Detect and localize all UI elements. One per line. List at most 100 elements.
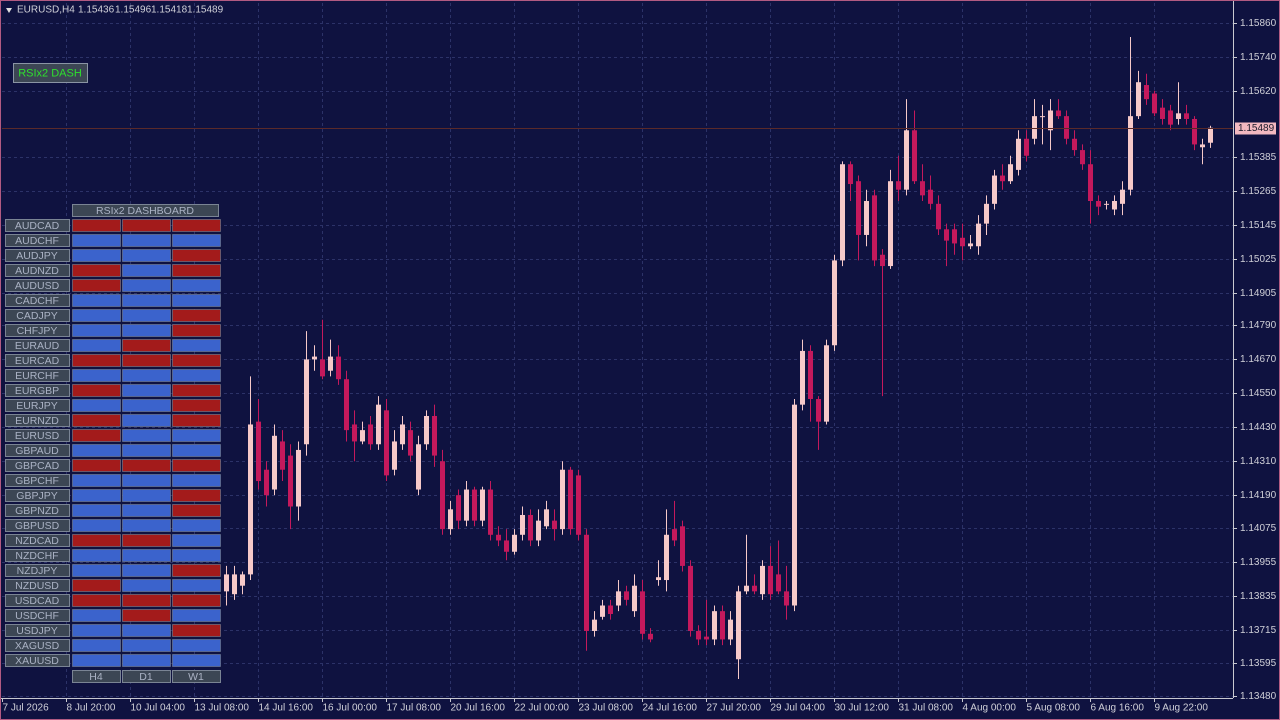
signal-cell [72,639,121,652]
pair-label: XAGUSD [15,640,60,652]
signal-cell [72,429,121,442]
candle-body [312,356,317,360]
signal-cell [122,429,171,442]
signal-cell [122,414,171,427]
candle-body [1128,116,1133,190]
candle-body [1208,127,1213,143]
symbol-menu-arrow[interactable] [6,8,12,13]
candle-body [992,175,997,204]
dash-title: RSIx2 DASHBOARD [96,205,194,217]
y-tick-label: 1.14075 [1240,523,1277,534]
signal-cell [122,339,171,352]
pair-label: NZDCAD [15,535,59,547]
candle-body [544,509,549,527]
signal-cell [172,339,221,352]
candle-body [424,415,429,445]
candle-body [696,630,701,640]
candle-body [624,591,629,600]
signal-cell [72,459,121,472]
candle-body [480,489,485,521]
pair-box [5,564,70,577]
candle-body [1160,107,1165,119]
dash-button[interactable] [13,63,88,83]
candle-body [376,404,381,445]
candle-body [576,475,581,535]
current-price-label: 1.15489 [1238,123,1275,134]
column-box [122,670,171,683]
dash-title-box [72,204,219,217]
dash-button-label[interactable]: RSIx2 DASH [18,67,82,79]
candle-body [248,424,253,575]
signal-cell [72,339,121,352]
y-tick-label: 1.14190 [1240,490,1277,501]
candle-body [592,619,597,631]
candle-body [744,585,749,592]
signal-cell [72,654,121,667]
signal-cell [72,399,121,412]
pair-box [5,219,70,232]
column-label: H4 [89,671,103,683]
signal-cell [122,369,171,382]
candle-body [688,565,693,631]
signal-cell [122,444,171,457]
high-price: 1.15496 [115,5,152,16]
y-tick-label: 1.13835 [1240,591,1277,602]
x-tick-label: 24 Jul 16:00 [643,703,698,714]
open-price: 1.15436 [78,5,115,16]
signal-cell [172,354,221,367]
candle-body [640,591,645,634]
candle-body [872,195,877,261]
signal-cell [72,534,121,547]
candle-body [840,164,845,261]
candle-body [1088,164,1093,202]
candle-body [528,514,533,541]
pair-box [5,474,70,487]
candle-body [560,469,565,530]
candle-body [848,164,853,185]
pair-label: GBPUSD [15,520,60,532]
column-label: D1 [139,671,153,683]
pair-box [5,279,70,292]
pair-label: AUDUSD [15,280,60,292]
signal-cell [172,234,221,247]
pair-label: USDJPY [16,625,57,637]
signal-cell [72,354,121,367]
pair-label: GBPJPY [16,490,57,502]
pair-box [5,459,70,472]
signal-cell [72,369,121,382]
candle-body [1056,110,1061,117]
pair-label: AUDJPY [16,250,57,262]
signal-cell [172,624,221,637]
candle-body [416,444,421,490]
signal-cell [72,504,121,517]
signal-cell [172,564,221,577]
close-price: 1.15489 [187,5,224,16]
x-tick-label: 5 Aug 08:00 [1027,703,1081,714]
signal-cell [122,309,171,322]
signal-cell [72,264,121,277]
signal-cell [172,444,221,457]
pair-label: EURAUD [15,340,60,352]
column-label: W1 [188,671,204,683]
signal-cell [172,474,221,487]
candle-body [328,356,333,371]
x-tick-label: 8 Jul 20:00 [67,703,116,714]
pair-label: NZDCHF [15,550,58,562]
signal-cell [172,534,221,547]
signal-cell [72,624,121,637]
pair-box [5,234,70,247]
signal-cell [122,624,171,637]
candle-body [952,229,957,244]
candle-body [336,356,341,380]
signal-cell [122,384,171,397]
signal-cell [122,579,171,592]
signal-cell [122,294,171,307]
signal-cell [72,279,121,292]
pair-label: EURGBP [15,385,59,397]
candle-body [264,469,269,496]
y-tick-label: 1.13595 [1240,658,1277,669]
y-tick-label: 1.14790 [1240,320,1277,331]
candle-body [1064,116,1069,139]
candle-body [1192,118,1197,145]
